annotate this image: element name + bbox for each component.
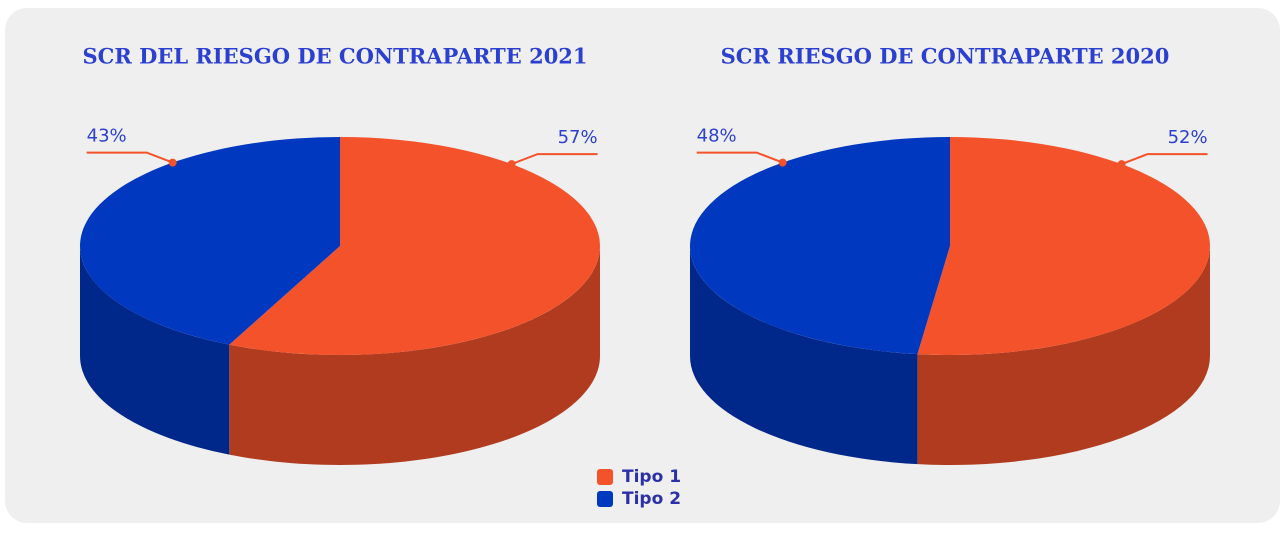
value-label: 48% (697, 126, 737, 147)
leader-dot (507, 160, 516, 169)
pie-side (690, 246, 918, 465)
leader-line (696, 151, 784, 164)
leader-line (511, 153, 598, 166)
chart-title: SCR DEL RIESGO DE CONTRAPARTE 2021 (82, 44, 587, 69)
legend-label: Tipo 2 (622, 489, 681, 509)
pie-slice (79, 137, 340, 345)
pie-side (80, 246, 230, 455)
pie-slice (689, 137, 950, 355)
value-label: 43% (87, 126, 127, 147)
pie-slice (917, 137, 1210, 355)
legend-label: Tipo 1 (622, 467, 681, 487)
pie-side (917, 246, 1210, 465)
legend-swatch (597, 469, 613, 485)
value-label: 57% (558, 127, 598, 148)
pie-side (229, 246, 601, 466)
legend-swatch (597, 491, 613, 507)
value-label: 52% (1168, 127, 1208, 148)
chart-title: SCR RIESGO DE CONTRAPARTE 2020 (721, 44, 1170, 69)
leader-line (1121, 153, 1208, 166)
pie-slice (229, 137, 600, 355)
leader-line (86, 151, 174, 164)
